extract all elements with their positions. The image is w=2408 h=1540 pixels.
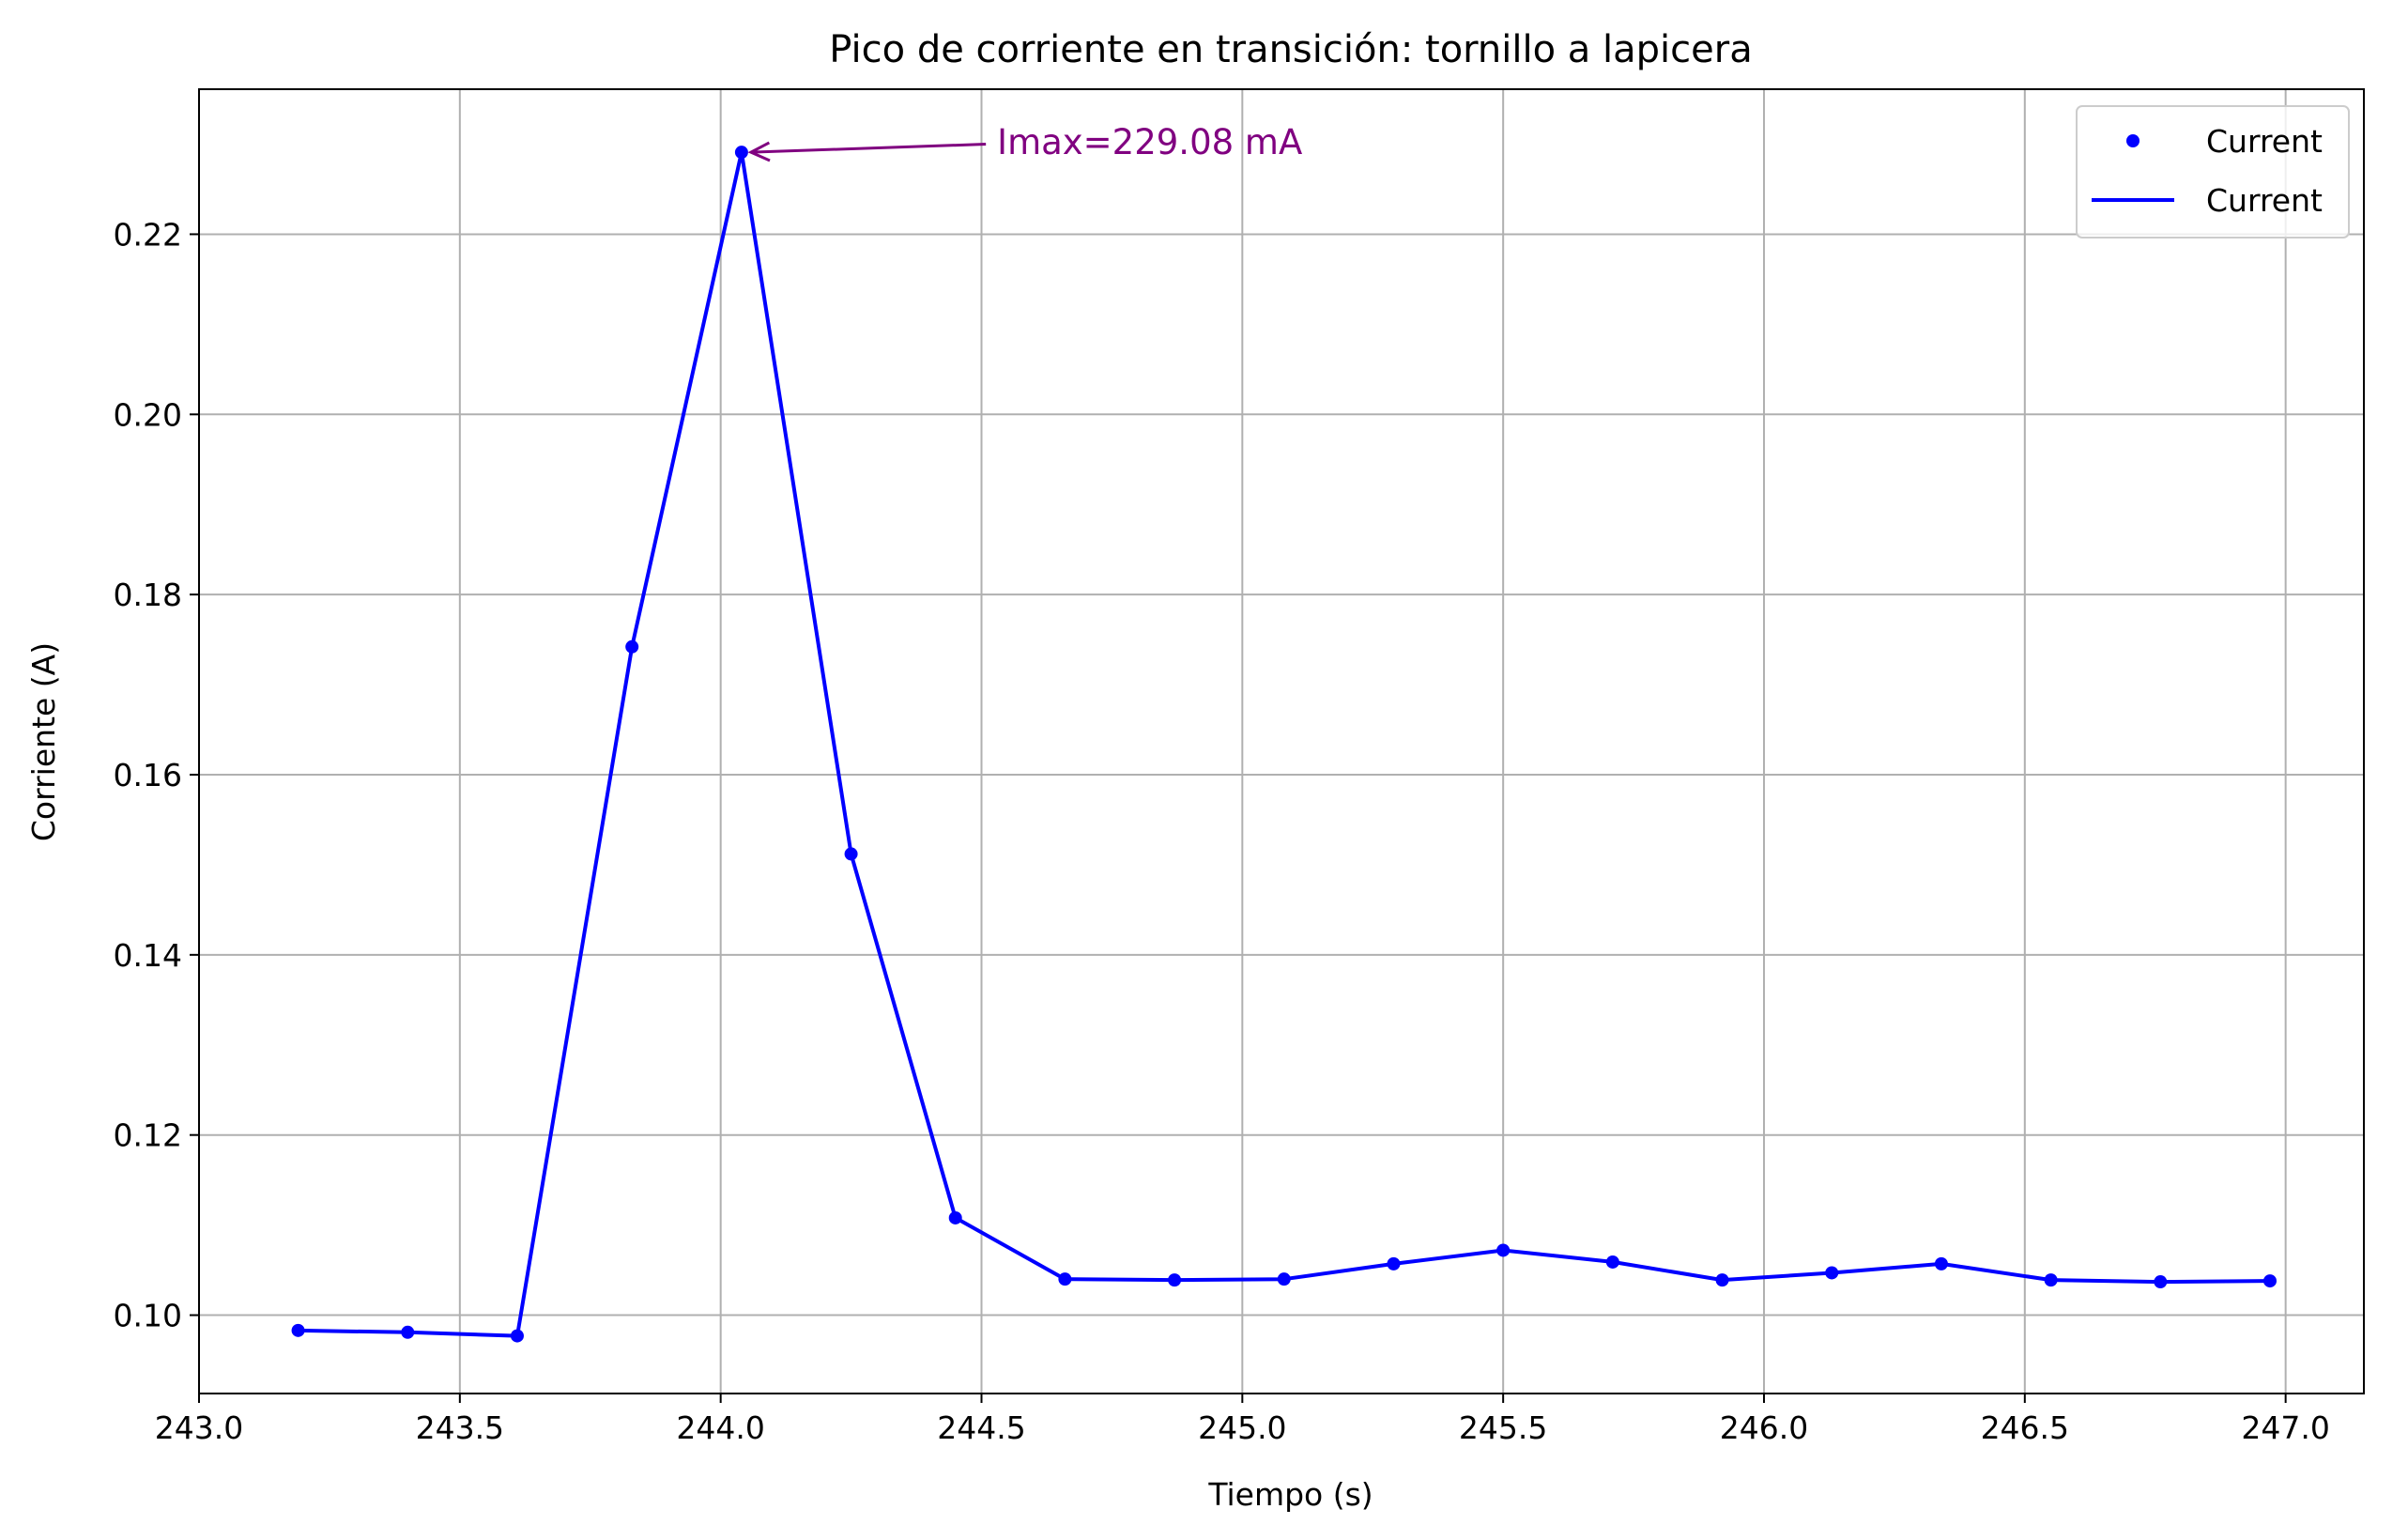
data-point <box>625 639 639 654</box>
y-axis-title: Corriente (A) <box>25 642 62 841</box>
annotation: Imax=229.08 mA <box>747 122 1302 162</box>
annotation-label: Imax=229.08 mA <box>997 122 1302 162</box>
y-tick-label: 0.10 <box>114 1298 182 1334</box>
x-tick-label: 243.0 <box>155 1409 243 1446</box>
data-point <box>2154 1275 2168 1289</box>
data-point <box>1715 1273 1729 1287</box>
y-tick-label: 0.20 <box>114 396 182 433</box>
x-tick-label: 246.5 <box>1981 1409 2069 1446</box>
x-tick-label: 246.0 <box>1720 1409 1808 1446</box>
data-point <box>1496 1243 1511 1257</box>
y-tick-label: 0.22 <box>114 216 182 253</box>
data-point <box>2262 1274 2277 1288</box>
x-tick-label: 243.5 <box>416 1409 504 1446</box>
x-tick-label: 247.0 <box>2241 1409 2329 1446</box>
annotation-arrow <box>750 143 987 154</box>
legend-label-scatter: Current <box>2206 123 2323 160</box>
data-point <box>291 1323 305 1337</box>
chart-title: Pico de corriente en transición: tornill… <box>829 28 1752 71</box>
legend-marker-scatter <box>2126 134 2140 147</box>
data-point <box>1605 1255 1619 1269</box>
data-point <box>1387 1256 1401 1270</box>
data-point <box>1277 1272 1291 1286</box>
data-point <box>1168 1273 1182 1287</box>
x-axis-title: Tiempo (s) <box>1207 1476 1373 1513</box>
data-point <box>1058 1272 1072 1286</box>
x-tick-label: 245.5 <box>1459 1409 1547 1446</box>
y-tick-label: 0.14 <box>114 937 182 974</box>
y-axis: 0.10 0.12 0.14 0.16 0.18 0.20 0.22 <box>114 216 199 1334</box>
x-tick-label: 244.5 <box>937 1409 1025 1446</box>
data-point <box>948 1210 962 1224</box>
data-point <box>401 1325 415 1339</box>
data-point <box>844 847 858 861</box>
data-point <box>734 146 748 160</box>
x-tick-label: 245.0 <box>1198 1409 1286 1446</box>
y-tick-label: 0.16 <box>114 757 182 793</box>
x-axis: 243.0 243.5 244.0 244.5 245.0 245.5 246.0 246.5… <box>155 1394 2330 1446</box>
grid <box>198 89 2364 1394</box>
x-tick-label: 244.0 <box>676 1409 764 1446</box>
data-point <box>2044 1273 2058 1287</box>
plot-points <box>291 146 2277 1343</box>
legend-label-line: Current <box>2206 182 2323 219</box>
y-tick-label: 0.18 <box>114 577 182 613</box>
y-tick-label: 0.12 <box>114 1117 182 1154</box>
data-point <box>1934 1256 1948 1270</box>
legend-box <box>2076 105 2350 239</box>
legend: Current Current <box>2076 105 2350 239</box>
data-point <box>1825 1266 1839 1280</box>
data-point <box>510 1329 524 1343</box>
annotation-arrowhead <box>747 141 771 162</box>
axes-frame <box>198 88 2365 1394</box>
